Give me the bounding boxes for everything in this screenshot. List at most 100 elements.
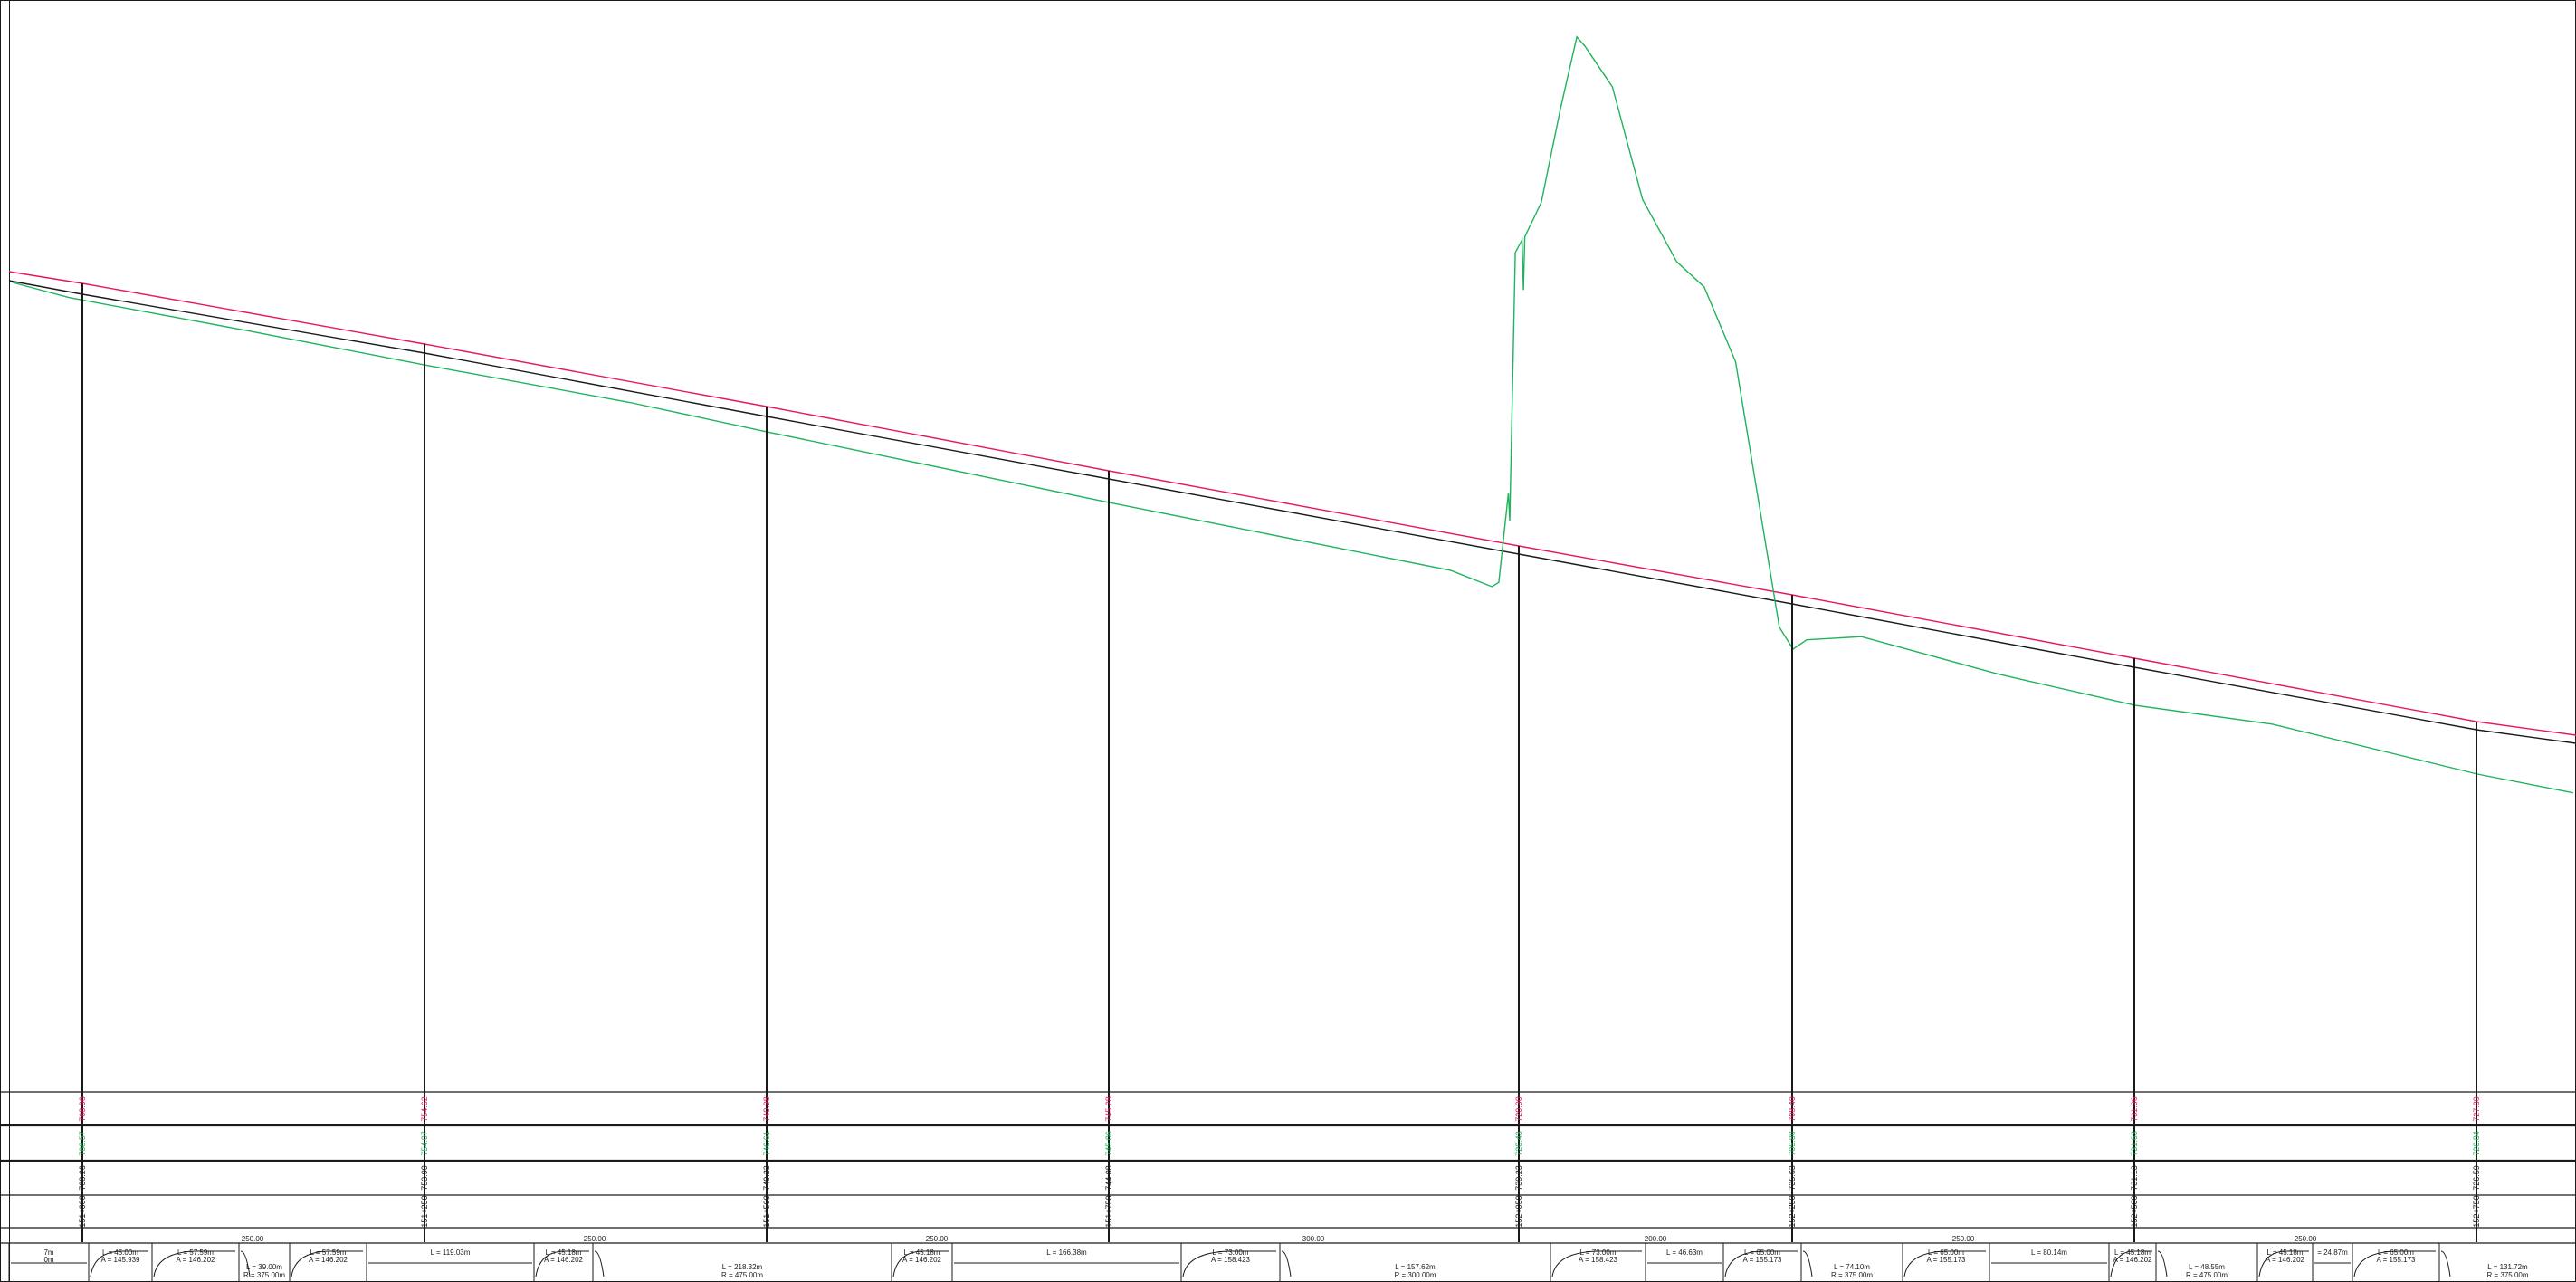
- alignment-element-parameter: A = 146.202: [2113, 1256, 2152, 1264]
- alignment-element-parameter: A = 146.202: [309, 1256, 348, 1264]
- station-ground-elevation: 731.63: [2130, 1131, 2139, 1156]
- alignment-element-symbol: [90, 1250, 148, 1277]
- station-ground-elevation: 726.84: [2472, 1131, 2481, 1156]
- chainage-tick-label: 200.00: [1645, 1235, 1667, 1243]
- alignment-element-length: L = 46.63m: [1666, 1249, 1703, 1257]
- alignment-element-length: L = 73.00m: [1580, 1249, 1617, 1257]
- station-existing-elevation: 731.13: [2130, 1165, 2139, 1191]
- station-design-elevation: 740.98: [762, 1096, 771, 1122]
- alignment-element-parameter: A = 146.202: [544, 1256, 583, 1264]
- chainage-tick-label: 250.00: [242, 1235, 264, 1243]
- station-ground-elevation: 740.61: [762, 1131, 771, 1156]
- station-existing-elevation: 726.59: [2472, 1165, 2481, 1191]
- alignment-element-symbol: [2353, 1250, 2436, 1277]
- alignment-element-parameter: A = 155.173: [1927, 1256, 1966, 1264]
- alignment-element-length: L = 74.10m: [1834, 1263, 1870, 1271]
- alignment-element-length: L = 65.00m: [1744, 1249, 1780, 1257]
- alignment-element-length: L = 218.32m: [722, 1263, 763, 1271]
- alignment-element-symbol: [1903, 1250, 1986, 1277]
- alignment-element-parameter: A = 155.173: [1743, 1256, 1782, 1264]
- station-ground-elevation: 745.06: [1104, 1131, 1113, 1156]
- alignment-element-parameter: A = 146.202: [177, 1256, 215, 1264]
- alignment-element-length: L = 45.18m: [2114, 1249, 2151, 1257]
- alignment-element-parameter: R = 375.00m: [1831, 1271, 1873, 1279]
- alignment-element-parameter: A = 158.423: [1211, 1256, 1250, 1264]
- alignment-element-parameter: R = 475.00m: [721, 1271, 763, 1279]
- station-ground-elevation: 705.80: [1788, 1131, 1797, 1156]
- station-lines: [81, 283, 2477, 1242]
- station-design-elevation: 727.80: [2472, 1096, 2481, 1122]
- alignment-element-length: L = 157.62m: [1395, 1263, 1436, 1271]
- alignment-element-length: L = 45.18m: [904, 1249, 940, 1257]
- station-chainage: 152+750: [2472, 1195, 2481, 1227]
- alignment-element-parameter: A = 146.202: [902, 1256, 941, 1264]
- alignment-element-parameter: A = 158.423: [1579, 1256, 1617, 1264]
- station-existing-elevation: 735.63: [1788, 1165, 1797, 1191]
- ground-surface-line: [12, 35, 2573, 794]
- chainage-tick-label: 250.00: [926, 1235, 949, 1243]
- station-existing-elevation: 768.26: [78, 1165, 87, 1191]
- alignment-element-symbol: [153, 1250, 235, 1277]
- alignment-element-symbol: [1182, 1250, 1276, 1277]
- station-design-elevation: 720.90: [1514, 1096, 1523, 1122]
- alignment-element-symbol: [1802, 1250, 1813, 1277]
- alignment-element-length: = 24.87m: [2317, 1249, 2348, 1257]
- alignment-element-length: L = 131.72m: [2487, 1263, 2528, 1271]
- station-ground-elevation: 768.57: [78, 1131, 87, 1156]
- alignment-element-length: L = 65.00m: [2378, 1249, 2414, 1257]
- station-chainage: 151+750: [1104, 1195, 1113, 1227]
- station-design-elevation: 754.62: [420, 1096, 429, 1122]
- alignment-element-symbol: [2110, 1250, 2152, 1277]
- station-existing-elevation: 739.23: [1514, 1165, 1523, 1191]
- alignment-element-length: 7m: [43, 1249, 53, 1257]
- station-chainage: 151+250: [420, 1195, 429, 1227]
- alignment-element-symbol: [240, 1250, 251, 1277]
- chainage-tick-label: 250.00: [584, 1235, 606, 1243]
- alignment-element-symbol: [892, 1250, 949, 1277]
- chainage-tick-label: 250.00: [2295, 1235, 2317, 1243]
- alignment-element-length: L = 166.38m: [1046, 1249, 1087, 1257]
- alignment-element-length: L = 119.03m: [431, 1249, 471, 1257]
- alignment-element-parameter: R = 475.00m: [2186, 1271, 2228, 1279]
- alignment-element-symbol: [2440, 1250, 2451, 1277]
- alignment-element-parameter: 0m: [43, 1256, 53, 1264]
- alignment-element-length: L = 45.18m: [2267, 1249, 2304, 1257]
- station-chainage: 151+000: [78, 1195, 87, 1227]
- station-chainage: 152+250: [1788, 1195, 1797, 1227]
- alignment-element-symbol: [2157, 1250, 2168, 1277]
- design-grade-line: [8, 271, 2576, 736]
- station-design-elevation: 768.96: [78, 1096, 87, 1122]
- alignment-element-symbol: [1281, 1250, 1292, 1277]
- chainage-tick-label: 300.00: [1302, 1235, 1325, 1243]
- alignment-element-length: L = 65.00m: [1928, 1249, 1964, 1257]
- alignment-element-parameter: A = 146.202: [2266, 1256, 2304, 1264]
- profile-lines: [8, 35, 2576, 794]
- station-chainage: 152+500: [2130, 1195, 2139, 1227]
- alignment-element-length: L = 80.14m: [2031, 1249, 2067, 1257]
- alignment-element-symbol: [2258, 1250, 2309, 1277]
- station-existing-elevation: 744.08: [1104, 1165, 1113, 1191]
- station-band-labels: 768.96 768.57 768.26 151+000 754.62 754.07 753…: [78, 1096, 2481, 1227]
- station-ground-elevation: 754.07: [420, 1131, 429, 1156]
- chainage-tick-label: 250.00: [1952, 1235, 1975, 1243]
- station-design-elevation: 731.96: [2130, 1096, 2139, 1122]
- alignment-element-symbol: [535, 1250, 589, 1277]
- station-design-elevation: 708.40: [1788, 1096, 1797, 1122]
- alignment-element-parameter: A = 145.939: [101, 1256, 140, 1264]
- alignment-element-length: L = 57.59m: [310, 1249, 347, 1257]
- existing-profile-line: [8, 280, 2576, 744]
- profile-band-table: [0, 1091, 2576, 1244]
- alignment-element-length: L = 39.00m: [246, 1263, 282, 1271]
- station-existing-elevation: 740.23: [762, 1165, 771, 1191]
- station-chainage: 152+050: [1514, 1195, 1523, 1227]
- alignment-element-parameter: R = 375.00m: [2486, 1271, 2528, 1279]
- alignment-element-length: L = 48.55m: [2189, 1263, 2225, 1271]
- station-ground-elevation: 720.43: [1514, 1131, 1523, 1156]
- alignment-element-symbol: [291, 1250, 363, 1277]
- alignment-element-parameter: R = 375.00m: [243, 1271, 285, 1279]
- station-chainage: 151+500: [762, 1195, 771, 1227]
- alignment-band: 250.00 250.00 250.00 300.00 200.00 250.00 250.…: [8, 1235, 2529, 1282]
- alignment-element-length: L = 45.00m: [102, 1249, 138, 1257]
